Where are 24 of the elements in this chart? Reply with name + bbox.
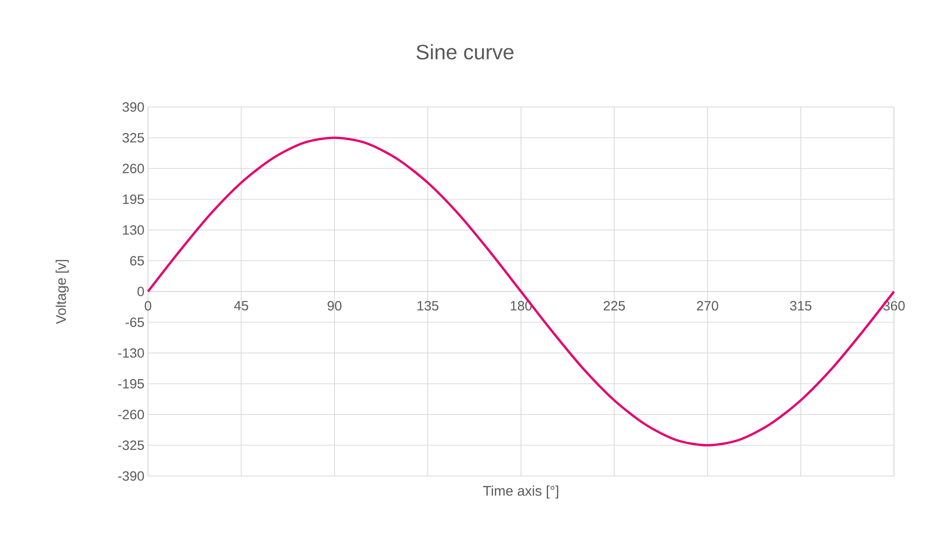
y-tick-label: 130 xyxy=(123,225,144,235)
x-axis-title: Time axis [°] xyxy=(483,486,558,499)
x-tick-label: 270 xyxy=(696,301,718,311)
y-tick-label: -325 xyxy=(118,440,144,450)
x-tick-label: 135 xyxy=(418,301,438,311)
y-axis-title: Voltage [v] xyxy=(56,260,69,324)
y-tick-label: 390 xyxy=(122,102,144,112)
x-tick-label: 45 xyxy=(234,301,248,310)
y-tick-label: -390 xyxy=(118,471,144,481)
y-tick-label: -65 xyxy=(126,317,144,328)
y-tick-label: -260 xyxy=(118,410,144,420)
y-tick-label: -195 xyxy=(118,378,144,389)
x-tick-label: 315 xyxy=(790,301,812,311)
chart-title: Sine curve xyxy=(416,44,514,60)
y-tick-label: 325 xyxy=(122,132,144,143)
x-tick-label: 0 xyxy=(144,301,152,311)
x-tick-label: 225 xyxy=(604,301,625,311)
y-tick-label: 195 xyxy=(123,194,144,204)
y-tick-label: 0 xyxy=(138,286,144,296)
y-tick-label: 65 xyxy=(130,256,144,266)
y-tick-label: -130 xyxy=(118,348,144,358)
x-tick-label: 360 xyxy=(883,301,905,311)
x-tick-label: 90 xyxy=(328,301,342,311)
y-tick-label: 260 xyxy=(122,164,144,174)
